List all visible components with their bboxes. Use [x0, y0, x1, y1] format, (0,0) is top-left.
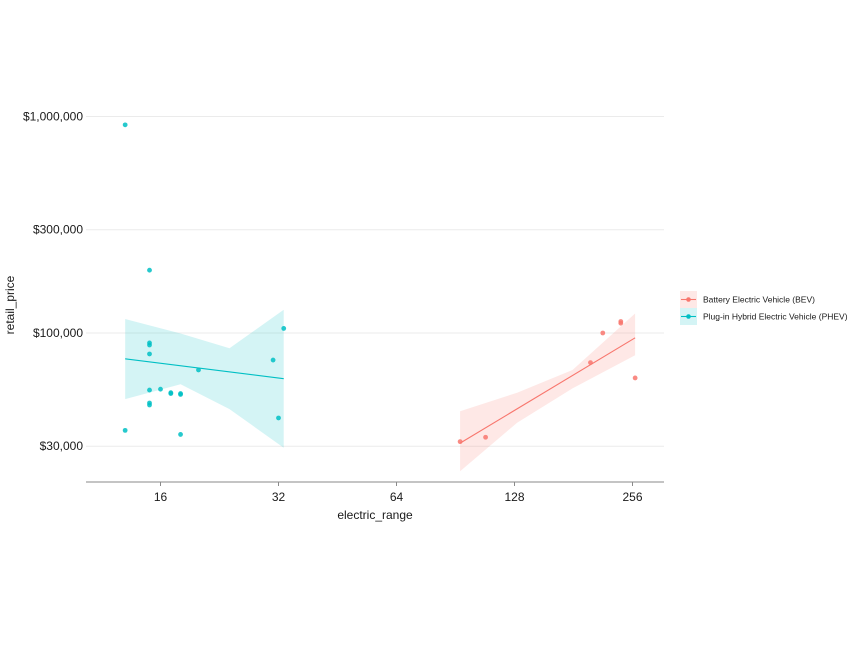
fit-lines	[125, 337, 636, 444]
legend: Battery Electric Vehicle (BEV) Plug-in Hy…	[680, 291, 848, 325]
bev-legend-label: Battery Electric Vehicle (BEV)	[703, 295, 815, 305]
gridlines	[86, 116, 664, 447]
bev-fit-line	[459, 337, 636, 444]
phev-point	[147, 342, 152, 348]
y-tick-label: $1,000,000	[23, 110, 83, 124]
x-tick-label: 64	[390, 490, 404, 504]
phev-point	[158, 386, 163, 392]
x-tick-label: 32	[272, 490, 286, 504]
phev-point	[168, 391, 174, 396]
y-tick-label: $30,000	[40, 439, 84, 453]
bev-legend-dot	[686, 297, 691, 302]
x-tick-label: 128	[504, 490, 524, 504]
phev-point	[122, 122, 128, 128]
bev-confidence-band	[460, 313, 636, 472]
bev-point	[457, 439, 463, 445]
phev-point	[147, 402, 152, 408]
phev-point	[178, 391, 183, 396]
y-tick-label: $100,000	[33, 326, 83, 340]
x-tick-label: 256	[622, 490, 642, 504]
phev-point	[281, 326, 287, 331]
bev-point	[483, 434, 488, 440]
phev-point	[147, 267, 152, 273]
phev-point	[196, 367, 201, 373]
phev-fit-line	[125, 358, 284, 380]
confidence-bands	[125, 309, 636, 472]
y-tick-label: $300,000	[33, 223, 83, 237]
bev-point	[588, 360, 593, 365]
phev-point	[276, 415, 281, 421]
x-axis-title: electric_range	[337, 508, 413, 522]
bev-point	[618, 319, 624, 324]
phev-point	[270, 357, 276, 363]
phev-point	[147, 351, 152, 357]
y-axis-title: retail_price	[3, 275, 17, 334]
x-axis-ticks: 16 32 64 128 256	[154, 482, 643, 504]
phev-legend-label: Plug-in Hybrid Electric Vehicle (PHEV)	[703, 312, 848, 322]
phev-legend-dot	[686, 314, 691, 319]
bev-point	[600, 330, 606, 336]
phev-confidence-band	[125, 309, 284, 448]
data-points	[122, 122, 638, 445]
y-axis-ticks: $30,000 $100,000 $300,000 $1,000,000	[23, 110, 83, 454]
x-tick-label: 16	[154, 490, 168, 504]
phev-point	[147, 387, 152, 393]
phev-point	[178, 432, 183, 437]
phev-point	[122, 427, 128, 433]
bev-point	[632, 375, 638, 381]
